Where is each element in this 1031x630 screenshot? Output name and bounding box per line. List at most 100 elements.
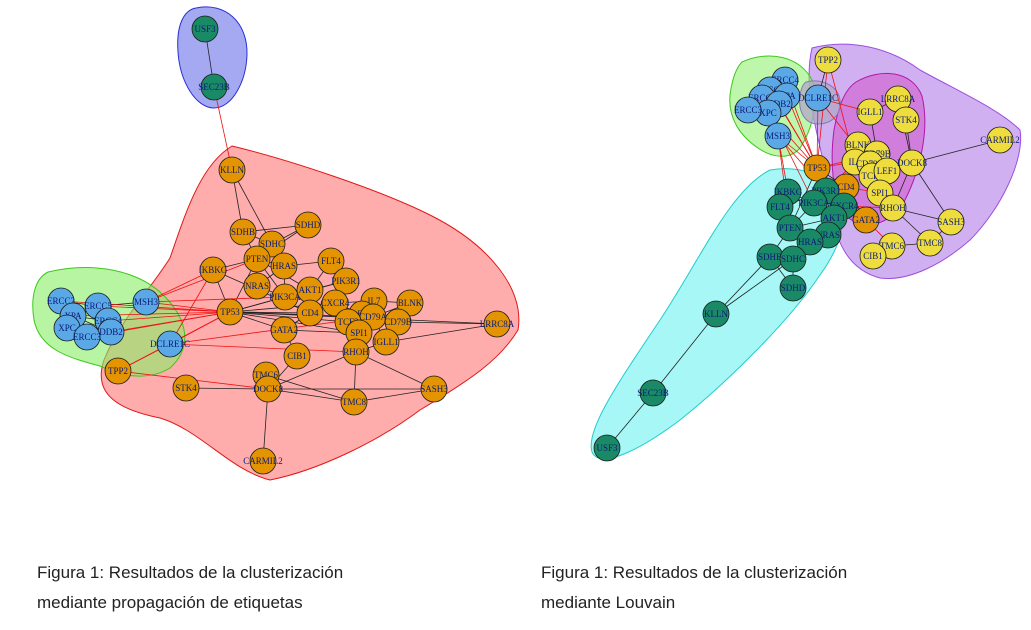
- cross-edge-dclre1c-ikbkg: [169, 269, 214, 345]
- node-label: ERCC5: [84, 301, 113, 311]
- node-circle: [340, 388, 368, 416]
- node-carmil2: CARMIL2: [243, 447, 283, 475]
- node-label: RHOH: [880, 203, 906, 213]
- node-label: FLT4: [321, 256, 341, 266]
- node-sdhb: SDHB: [229, 218, 257, 246]
- edge-sash3-tmc8: [353, 388, 435, 403]
- node-circle: [804, 84, 832, 112]
- node-label: ERCC5: [748, 93, 777, 103]
- node-label: SDHC: [781, 254, 805, 264]
- node-label: TPP2: [818, 55, 838, 65]
- node-label: TP53: [220, 307, 240, 317]
- node-cxcr4: CXCR4: [320, 289, 350, 317]
- node-label: USF3: [596, 443, 618, 453]
- caption-line-1: Figura 1: Resultados de la clusterizació…: [541, 563, 848, 582]
- node-circle: [104, 357, 132, 385]
- caption-line-2: mediante propagación de etiquetas: [37, 593, 303, 612]
- node-label: NRAS: [816, 230, 840, 240]
- cross-edge-dclre1c-rhoh: [169, 343, 357, 353]
- node-label: IGLL1: [374, 337, 399, 347]
- node-ercc3: ERCC3: [734, 96, 762, 124]
- node-carmil2: CARMIL2: [980, 126, 1020, 154]
- node-cd4: CD4: [296, 299, 324, 327]
- node-label: TPP2: [108, 366, 128, 376]
- edge-rhoh-dock8: [267, 351, 357, 390]
- node-label: MSH3: [134, 297, 159, 307]
- node-cib1: CIB1: [283, 342, 311, 370]
- node-label: CD79A: [359, 312, 388, 322]
- node-igll1: IGLL1: [856, 98, 884, 126]
- node-hras: HRAS: [270, 252, 298, 280]
- node-label: CIB1: [287, 351, 307, 361]
- node-label: TMC8: [342, 397, 367, 407]
- node-circle: [243, 272, 271, 300]
- cross-edge-sec23b-klln: [213, 86, 233, 171]
- node-circle: [420, 375, 448, 403]
- node-label: TCF3: [337, 317, 359, 327]
- edge-carmil2-dock8: [911, 139, 1001, 164]
- node-circle: [218, 156, 246, 184]
- node-circle: [852, 206, 880, 234]
- node-circle: [776, 214, 804, 242]
- node-circle: [243, 245, 271, 273]
- node-label: AKT1: [823, 213, 846, 223]
- node-circle: [317, 247, 345, 275]
- node-pik3ca: PIK3CA: [798, 189, 830, 217]
- node-label: ERCC2: [47, 296, 75, 306]
- node-dock8: DOCK8: [897, 149, 927, 177]
- node-label: PTEN: [246, 254, 269, 264]
- node-pik3ca: PIK3CA: [269, 283, 301, 311]
- node-label: TMC6: [254, 370, 279, 380]
- node-label: ERCC4: [771, 75, 800, 85]
- node-label: XPC: [759, 108, 777, 118]
- node-circle: [249, 447, 277, 475]
- node-sdhb: SDHB: [756, 243, 784, 271]
- node-circle: [483, 310, 511, 338]
- node-label: STK4: [895, 115, 917, 125]
- node-circle: [892, 106, 920, 134]
- node-label: DOCK8: [253, 384, 284, 394]
- node-nras: NRAS: [243, 272, 271, 300]
- node-stk4: STK4: [892, 106, 920, 134]
- node-label: CXCR4: [320, 298, 350, 308]
- node-label: CIB1: [863, 251, 883, 261]
- cross-edge-ercc4-tp53: [107, 311, 231, 322]
- node-label: AKT1: [299, 285, 322, 295]
- node-tp53: TP53: [803, 154, 831, 182]
- node-label: LRRC8A: [881, 94, 916, 104]
- node-sash3: SASH3: [420, 375, 448, 403]
- node-igll1: IGLL1: [372, 328, 400, 356]
- louvain-graph: TPP2ERCC4ERCC2XPAERCC5DDB2XPCDCLRE1CERCC…: [590, 43, 1022, 462]
- node-circle: [898, 149, 926, 177]
- node-circle: [879, 194, 907, 222]
- edge-lrrc8a-igll1: [385, 323, 498, 343]
- node-usf3: USF3: [191, 15, 219, 43]
- node-label: IL7: [368, 296, 381, 306]
- edge-sash3-rhoh: [355, 351, 435, 390]
- node-klln: KLLN: [218, 156, 246, 184]
- node-rhoh: RHOH: [879, 194, 907, 222]
- node-sdhc: SDHC: [779, 245, 807, 273]
- node-circle: [986, 126, 1014, 154]
- node-circle: [384, 308, 412, 336]
- node-circle: [191, 15, 219, 43]
- node-circle: [764, 122, 792, 150]
- node-pten: PTEN: [243, 245, 271, 273]
- node-circle: [199, 256, 227, 284]
- node-label: PIK3CA: [798, 198, 830, 208]
- node-label: SEC23B: [198, 82, 230, 92]
- cross-edge-msh3-tp53: [145, 301, 231, 313]
- edge-klln-sdhc: [231, 169, 273, 245]
- figure-caption-louvain: Figura 1: Resultados de la clusterizació…: [541, 558, 981, 618]
- node-label: CARMIL2: [243, 456, 283, 466]
- node-label: SDHD: [296, 220, 321, 230]
- node-label: SASH3: [420, 384, 448, 394]
- node-circle: [200, 73, 228, 101]
- node-tmc8: TMC8: [916, 229, 944, 257]
- node-label: FLT4: [770, 202, 790, 212]
- node-label: SDHC: [260, 239, 284, 249]
- node-label: DDB2: [99, 327, 123, 337]
- node-stk4: STK4: [172, 374, 200, 402]
- node-label: TMC8: [918, 238, 943, 248]
